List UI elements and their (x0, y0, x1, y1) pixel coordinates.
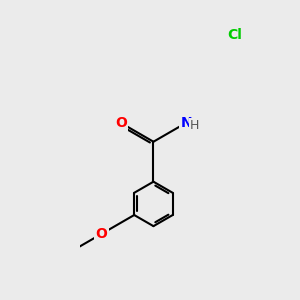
Text: Cl: Cl (227, 28, 242, 42)
Text: H: H (190, 119, 199, 132)
Text: N: N (180, 116, 192, 130)
Text: O: O (96, 227, 107, 241)
Text: O: O (115, 116, 127, 130)
